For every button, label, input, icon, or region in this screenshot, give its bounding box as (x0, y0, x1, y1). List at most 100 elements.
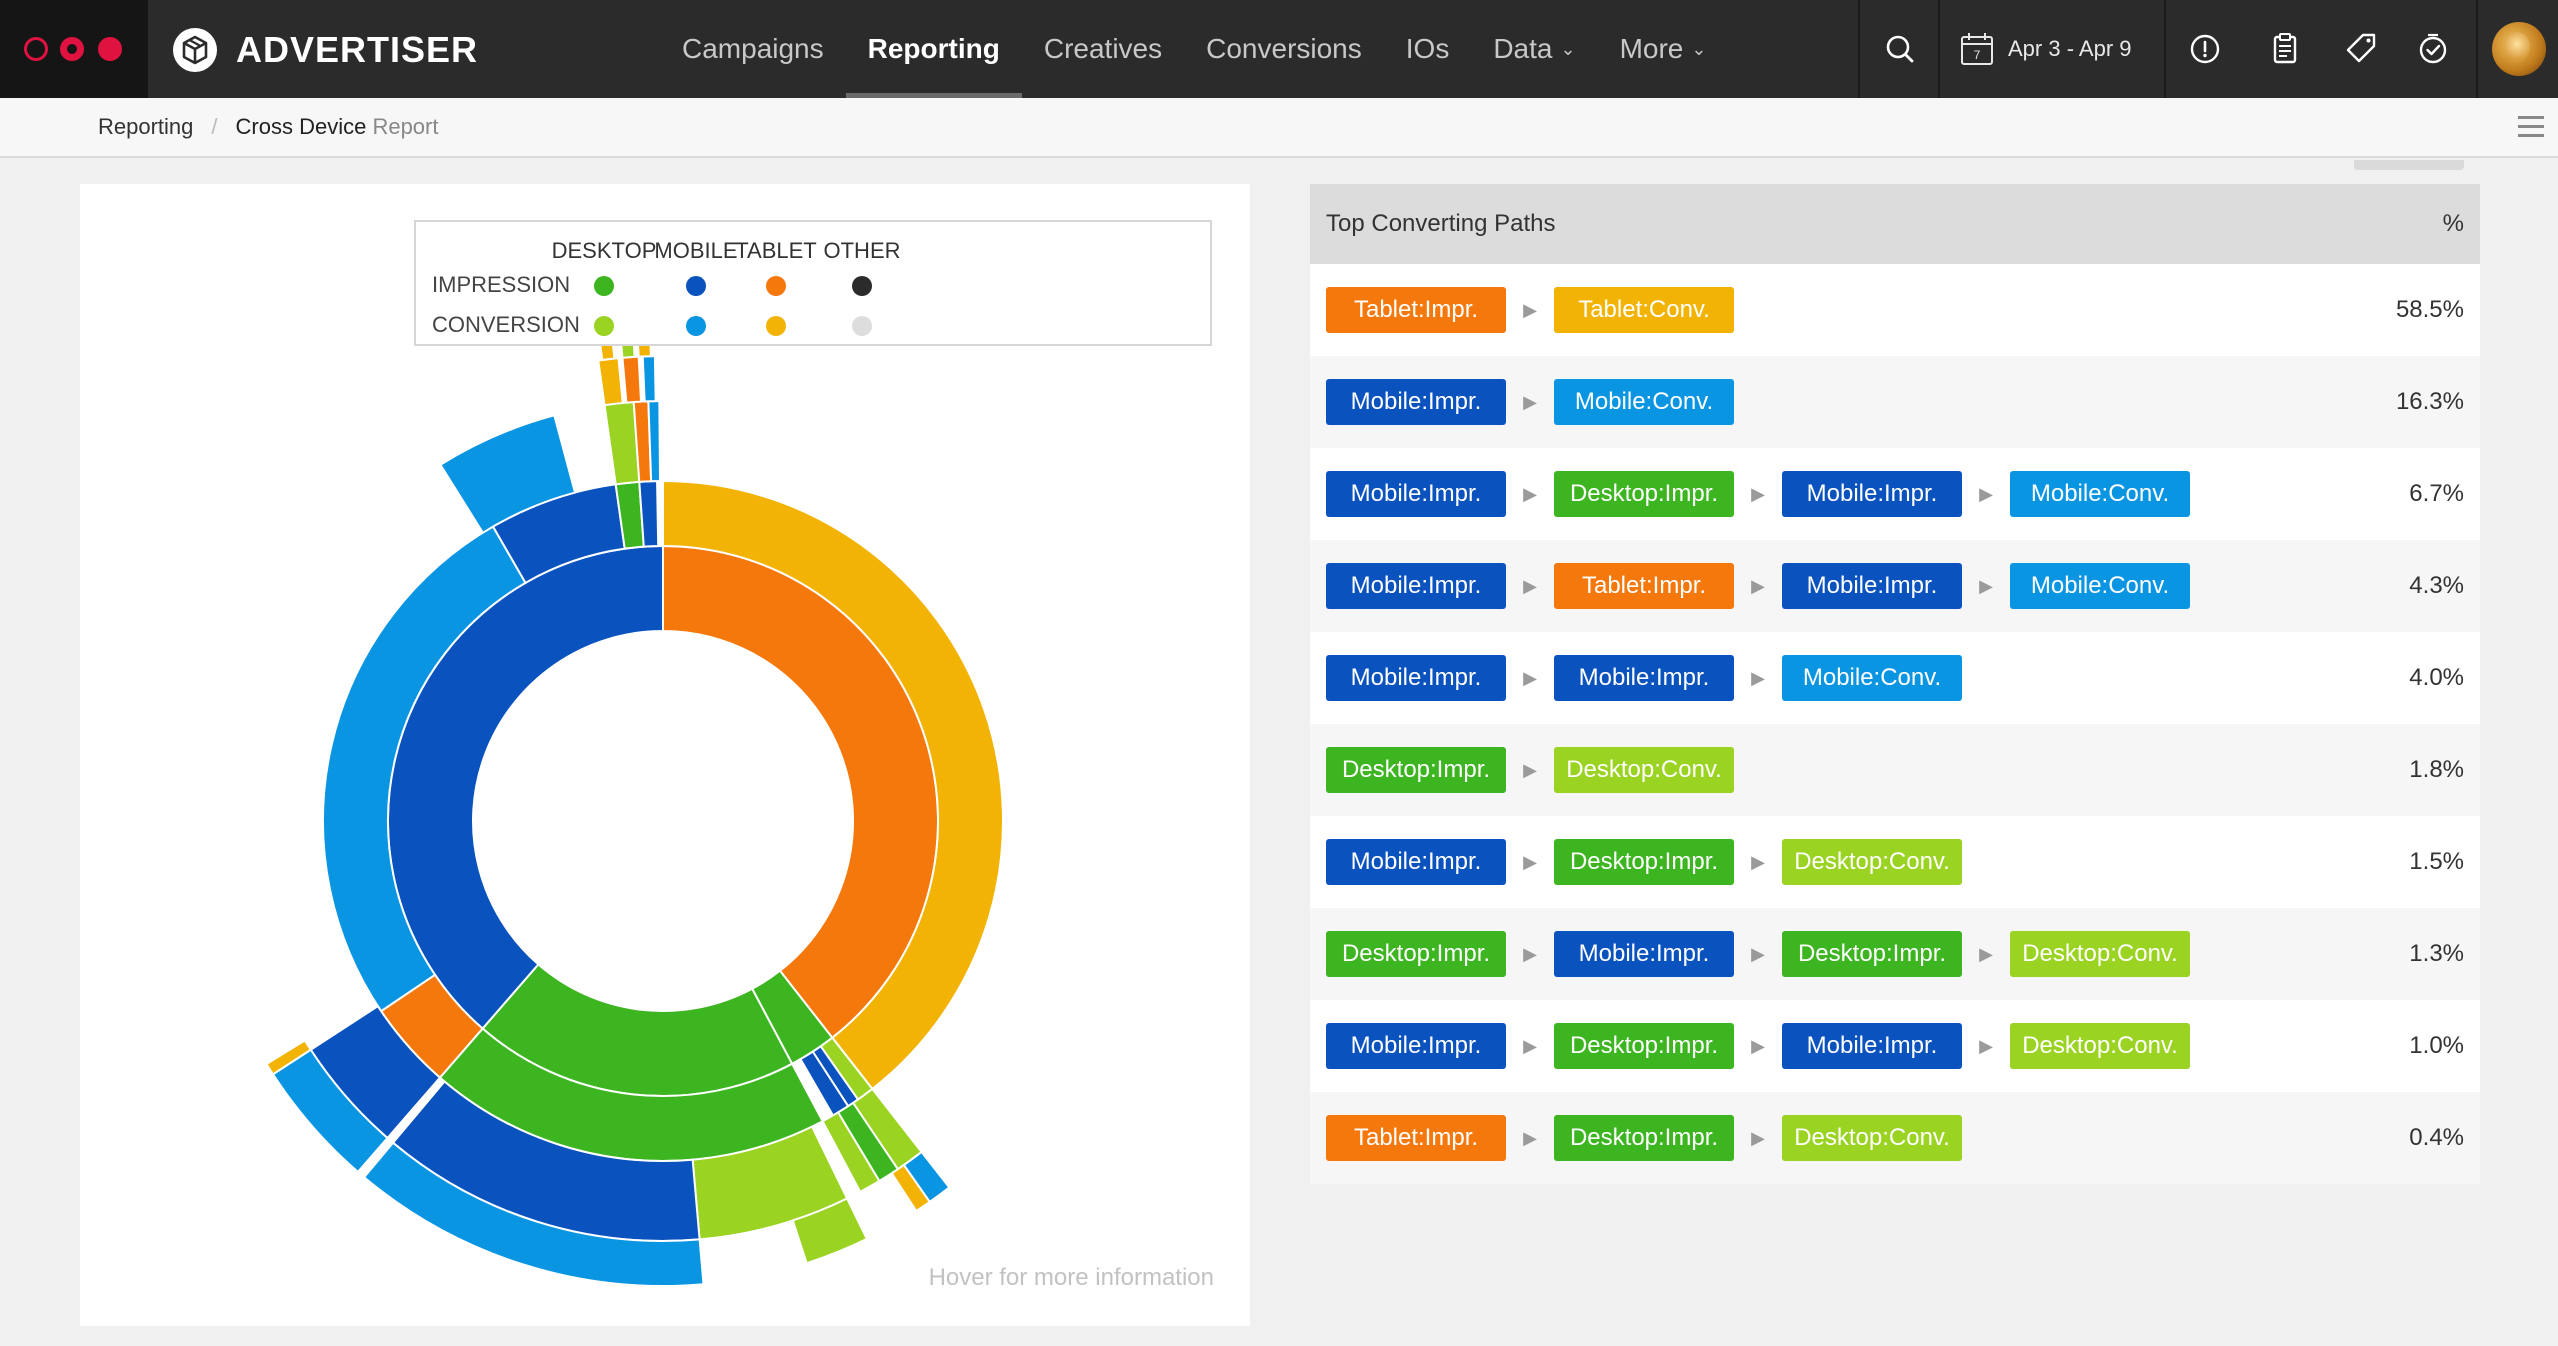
sunburst-segment-tablet-conv[interactable] (265, 1039, 313, 1076)
panel-tab-handle[interactable] (2354, 160, 2464, 170)
cube-logo-icon (173, 28, 217, 72)
date-range-picker[interactable]: 7 Apr 3 - Apr 9 (1960, 24, 2132, 74)
path-percentage: 1.5% (2409, 848, 2464, 875)
nav-label: Campaigns (682, 33, 824, 64)
table-row[interactable]: Tablet:Impr. ▶ Desktop:Impr. ▶ Desktop:Conv.… (1310, 1092, 2480, 1184)
path-steps: Mobile:Impr. ▶ Mobile:Conv. (1326, 379, 1734, 425)
brand-logo[interactable]: ADVERTISER (172, 26, 478, 74)
table-row[interactable]: Mobile:Impr. ▶ Mobile:Conv. 16.3% (1310, 356, 2480, 448)
breadcrumb: Reporting / Cross Device Report (98, 98, 439, 156)
legend-column-other: OTHER (823, 238, 901, 263)
nav-campaigns[interactable]: Campaigns (660, 0, 846, 98)
legend-dot-impression-tablet (766, 276, 786, 296)
brand-dot-icon (24, 37, 48, 61)
path-arrow-icon: ▶ (1751, 943, 1765, 964)
menu-icon[interactable] (2518, 116, 2544, 138)
path-step-chip: Desktop:Conv. (2010, 1023, 2190, 1069)
path-step-chip: Desktop:Impr. (1554, 1023, 1734, 1069)
path-percentage: 6.7% (2409, 480, 2464, 507)
path-step-chip: Mobile:Impr. (1782, 563, 1962, 609)
sunburst-segment-mobile-conv[interactable] (439, 414, 577, 535)
toolbar-divider (1938, 0, 1940, 98)
path-percentage: 1.3% (2409, 940, 2464, 967)
table-row[interactable]: Mobile:Impr. ▶ Tablet:Impr. ▶ Mobile:Impr. ▶ M… (1310, 540, 2480, 632)
legend-dot-impression-other (852, 276, 872, 296)
path-arrow-icon: ▶ (1751, 575, 1765, 596)
path-arrow-icon: ▶ (1751, 1035, 1765, 1056)
nav-more[interactable]: More ⌄ (1598, 0, 1729, 98)
table-row[interactable]: Mobile:Impr. ▶ Desktop:Impr. ▶ Mobile:Impr. ▶… (1310, 1000, 2480, 1092)
table-row[interactable]: Mobile:Impr. ▶ Desktop:Impr. ▶ Desktop:Conv.… (1310, 816, 2480, 908)
nav-conversions[interactable]: Conversions (1184, 0, 1384, 98)
calendar-day: 7 (1974, 48, 1981, 62)
pct-column-header[interactable]: % (2442, 210, 2464, 237)
breadcrumb-reporting-link[interactable]: Reporting (98, 114, 194, 139)
path-step-chip: Tablet:Impr. (1326, 1115, 1506, 1161)
breadcrumb-bar: Reporting / Cross Device Report (0, 98, 2558, 158)
sunburst-segment-tablet-impr[interactable] (621, 355, 643, 404)
path-step-chip: Mobile:Impr. (1326, 471, 1506, 517)
nav-creatives[interactable]: Creatives (1022, 0, 1184, 98)
path-percentage: 4.0% (2409, 664, 2464, 691)
nav-label: IOs (1405, 33, 1450, 64)
avatar[interactable] (2492, 22, 2546, 76)
path-step-chip: Mobile:Impr. (1326, 655, 1506, 701)
app-switcher[interactable] (0, 0, 148, 98)
sunburst-segment-desktop-conv[interactable] (791, 1197, 869, 1265)
path-steps: Desktop:Impr. ▶ Desktop:Conv. (1326, 747, 1734, 793)
path-step-chip: Tablet:Impr. (1326, 287, 1506, 333)
search-icon[interactable] (1875, 24, 1925, 74)
check-clock-icon[interactable] (2408, 24, 2458, 74)
breadcrumb-current: Cross Device (235, 114, 367, 139)
brand-name: ADVERTISER (236, 29, 479, 70)
calendar-icon: 7 (1961, 33, 1993, 65)
path-step-chip: Mobile:Impr. (1326, 1023, 1506, 1069)
chart-legend: DESKTOP MOBILE TABLET OTHER IMPRESSION CONVER… (414, 220, 1212, 346)
path-steps: Mobile:Impr. ▶ Mobile:Impr. ▶ Mobile:Conv. (1326, 655, 1962, 701)
alert-icon[interactable] (2180, 24, 2230, 74)
table-row[interactable]: Mobile:Impr. ▶ Mobile:Impr. ▶ Mobile:Conv. 4.… (1310, 632, 2480, 724)
tag-icon[interactable] (2336, 24, 2386, 74)
legend-dot-conversion-other (852, 316, 872, 336)
nav-data[interactable]: Data ⌄ (1471, 0, 1597, 98)
path-step-chip: Desktop:Impr. (1326, 931, 1506, 977)
sunburst-segment-desktop-conv[interactable] (821, 1111, 881, 1194)
path-steps: Mobile:Impr. ▶ Desktop:Impr. ▶ Desktop:Conv. (1326, 839, 1962, 885)
path-arrow-icon: ▶ (1523, 575, 1537, 596)
table-title: Top Converting Paths (1326, 210, 1556, 237)
path-arrow-icon: ▶ (1979, 943, 1993, 964)
path-step-chip: Desktop:Conv. (1554, 747, 1734, 793)
sunburst-segment-tablet-conv[interactable] (597, 357, 624, 407)
nav-label: Data (1493, 33, 1553, 64)
nav-reporting[interactable]: Reporting (845, 0, 1023, 98)
sunburst-segment-mobile-conv[interactable] (647, 400, 662, 483)
brand-dot-icon (98, 37, 122, 61)
clipboard-icon[interactable] (2260, 24, 2310, 74)
path-step-chip: Mobile:Impr. (1782, 1023, 1962, 1069)
path-step-chip: Mobile:Impr. (1554, 655, 1734, 701)
nav-ios[interactable]: IOs (1384, 0, 1472, 98)
path-step-chip: Desktop:Conv. (2010, 931, 2190, 977)
path-arrow-icon: ▶ (1523, 759, 1537, 780)
path-arrow-icon: ▶ (1523, 483, 1537, 504)
path-percentage: 1.8% (2409, 756, 2464, 783)
sunburst-segment-tablet-conv[interactable] (890, 1163, 932, 1213)
sunburst-segment-tablet-conv[interactable] (662, 469, 665, 483)
breadcrumb-separator: / (211, 114, 218, 139)
cross-device-chart-panel: DESKTOP MOBILE TABLET OTHER IMPRESSION CONVER… (80, 184, 1250, 1326)
top-converting-paths-table: Top Converting Paths % Tablet:Impr. ▶ Tabl… (1310, 160, 2480, 1184)
sunburst-segment-mobile-conv[interactable] (362, 1141, 705, 1287)
path-step-chip: Mobile:Conv. (1782, 655, 1962, 701)
table-row[interactable]: Desktop:Impr. ▶ Desktop:Conv. 1.8% (1310, 724, 2480, 816)
sunburst-segment-mobile-conv[interactable] (641, 355, 657, 403)
table-row[interactable]: Mobile:Impr. ▶ Desktop:Impr. ▶ Mobile:Impr. ▶… (1310, 448, 2480, 540)
sunburst-segment-tablet-conv[interactable] (662, 479, 1004, 1091)
path-arrow-icon: ▶ (1523, 943, 1537, 964)
path-arrow-icon: ▶ (1979, 483, 1993, 504)
hover-hint: Hover for more information (928, 1264, 1214, 1291)
sunburst-chart[interactable] (80, 184, 1250, 1326)
path-steps: Mobile:Impr. ▶ Desktop:Impr. ▶ Mobile:Impr. ▶… (1326, 1023, 2190, 1069)
table-row[interactable]: Desktop:Impr. ▶ Mobile:Impr. ▶ Desktop:Impr.… (1310, 908, 2480, 1000)
table-row[interactable]: Tablet:Impr. ▶ Tablet:Conv. 58.5% (1310, 264, 2480, 356)
path-step-chip: Desktop:Impr. (1554, 1115, 1734, 1161)
